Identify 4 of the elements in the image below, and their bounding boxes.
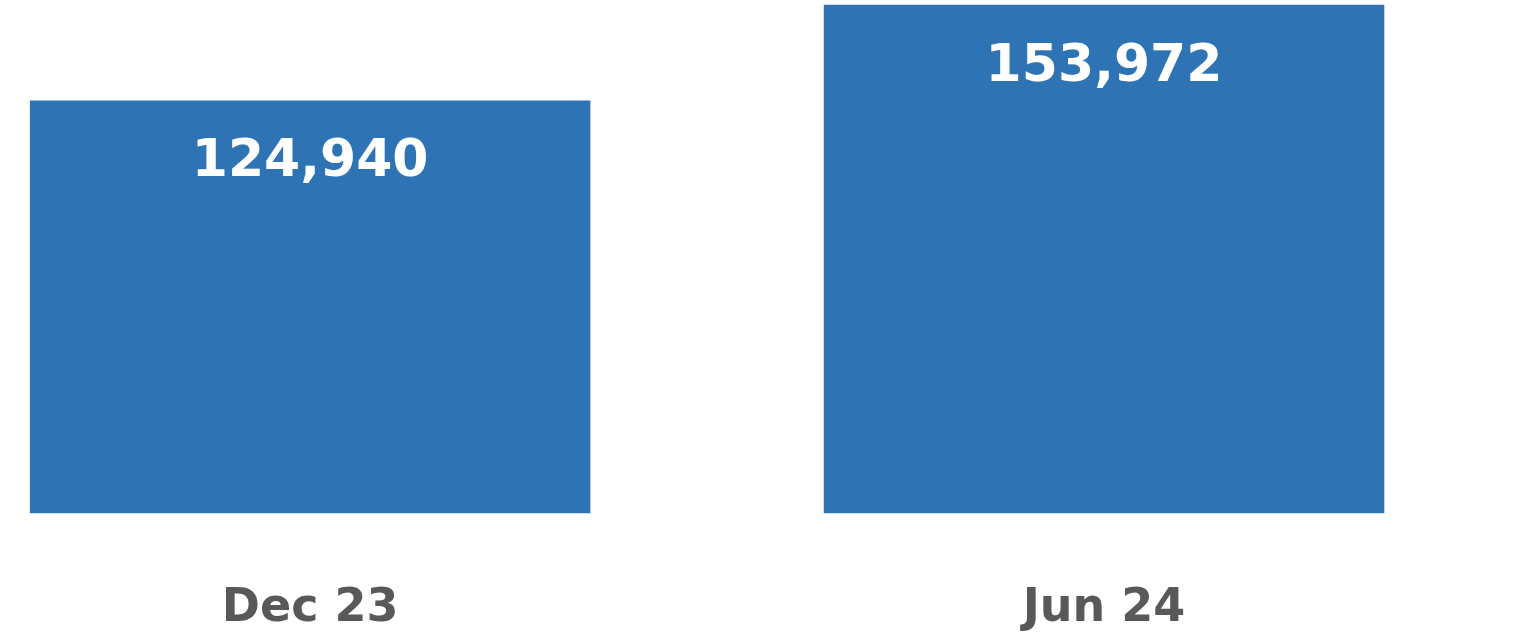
- data-label: 124,940: [191, 128, 429, 189]
- data-label: 153,972: [985, 32, 1223, 93]
- x-tick-label: Dec 23: [221, 577, 399, 632]
- x-tick-label: Jun 24: [1019, 577, 1186, 632]
